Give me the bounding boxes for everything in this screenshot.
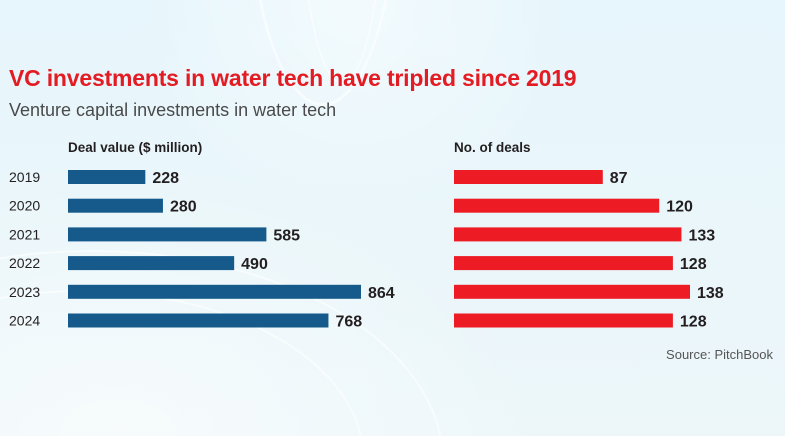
deal-count-bar-2022 xyxy=(454,256,673,271)
chart-subtitle: Venture capital investments in water tec… xyxy=(9,100,337,120)
deal-value-data-label: 490 xyxy=(241,256,268,273)
deal-count-bar-2023 xyxy=(454,284,690,299)
deal-count-data-label: 133 xyxy=(688,227,715,244)
chart-title: VC investments in water tech have triple… xyxy=(9,65,577,91)
deal-value-bar-2024 xyxy=(68,313,329,328)
deal-count-data-label: 128 xyxy=(680,256,707,273)
deal-value-data-label: 864 xyxy=(368,285,395,302)
deal-value-bar-2022 xyxy=(68,256,235,271)
deal-count-bar-2020 xyxy=(454,198,660,213)
year-tick-label: 2019 xyxy=(9,169,40,185)
year-tick-label: 2024 xyxy=(9,313,40,329)
year-tick-label: 2023 xyxy=(9,284,40,300)
deal-count-data-label: 128 xyxy=(680,314,707,331)
deal-count-data-label: 138 xyxy=(697,285,724,302)
deal-count-bar-2019 xyxy=(454,170,603,184)
deal-count-bar-2021 xyxy=(454,227,682,242)
deal-value-bar-2019 xyxy=(68,170,146,184)
deal-count-data-label: 87 xyxy=(610,170,628,187)
deal-value-data-label: 585 xyxy=(273,227,300,244)
deal-value-data-label: 228 xyxy=(152,170,179,187)
deal-count-bar-2024 xyxy=(454,313,673,328)
deal-value-bar-2021 xyxy=(68,227,267,242)
deal-count-data-label: 120 xyxy=(666,199,693,216)
deal-count-panel-title: No. of deals xyxy=(454,140,531,155)
deal-value-bar-2023 xyxy=(68,284,361,299)
deal-value-panel-title: Deal value ($ million) xyxy=(68,140,203,155)
source-note: Source: PitchBook xyxy=(666,347,773,362)
deal-value-bar-2020 xyxy=(68,198,163,213)
deal-value-data-label: 768 xyxy=(335,314,362,331)
deal-value-data-label: 280 xyxy=(170,199,197,216)
year-tick-label: 2021 xyxy=(9,226,40,242)
year-tick-label: 2020 xyxy=(9,198,40,214)
year-tick-label: 2022 xyxy=(9,255,40,271)
